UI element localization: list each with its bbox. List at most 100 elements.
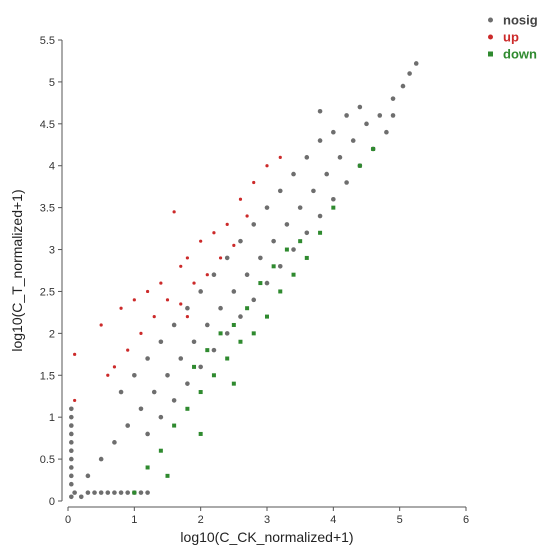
nosig-point-38 xyxy=(284,222,290,227)
up-point-24 xyxy=(218,256,223,260)
nosig-point-68 xyxy=(317,108,323,114)
nosig-point-8 xyxy=(118,490,124,495)
down-point-4 xyxy=(185,406,190,411)
up-point-16 xyxy=(278,155,282,159)
down-point-19 xyxy=(205,348,210,353)
down-point-9 xyxy=(251,331,256,336)
y-tick-label-8: 4 xyxy=(49,161,55,173)
nosig-point-73 xyxy=(185,381,190,386)
nosig-point-16 xyxy=(69,456,74,462)
nosig-point-3 xyxy=(85,490,91,495)
y-tick-label-3: 1.5 xyxy=(40,370,55,382)
up-point-14 xyxy=(252,180,256,185)
nosig-point-9 xyxy=(125,490,130,495)
nosig-point-17 xyxy=(69,448,74,454)
nosig-point-44 xyxy=(364,121,369,127)
nosig-point-50 xyxy=(118,389,124,395)
down-point-24 xyxy=(271,264,276,269)
up-point-4 xyxy=(132,298,136,302)
nosig-point-30 xyxy=(178,356,184,361)
nosig-point-52 xyxy=(145,356,150,361)
y-tick-label-9: 4.5 xyxy=(40,119,55,131)
down-point-17 xyxy=(371,146,376,151)
y-tick-label-7: 3.5 xyxy=(40,203,55,215)
up-point-10 xyxy=(199,239,203,243)
down-point-22 xyxy=(245,306,250,311)
down-point-29 xyxy=(231,381,236,386)
down-point-3 xyxy=(172,423,177,428)
nosig-point-48 xyxy=(407,71,412,76)
up-point-22 xyxy=(192,281,196,285)
nosig-point-64 xyxy=(304,155,310,160)
nosig-point-37 xyxy=(271,238,276,244)
y-tick-label-5: 2.5 xyxy=(40,286,55,298)
y-tick-label-1: 0.5 xyxy=(40,454,55,466)
up-point-15 xyxy=(265,164,269,168)
nosig-point-58 xyxy=(224,255,230,261)
x-tick-label-3: 3 xyxy=(264,514,270,526)
up-point-1 xyxy=(73,398,77,403)
nosig-point-62 xyxy=(277,188,283,194)
down-point-13 xyxy=(304,255,309,260)
nosig-point-15 xyxy=(69,465,74,470)
up-point-21 xyxy=(179,302,183,306)
nosig-point-22 xyxy=(69,406,74,412)
nosig-point-36 xyxy=(258,255,263,261)
down-point-16 xyxy=(357,163,362,168)
nosig-point-40 xyxy=(311,188,316,194)
nosig-point-41 xyxy=(324,171,330,177)
nosig-point-60 xyxy=(251,222,257,227)
x-tick-label-6: 6 xyxy=(463,514,469,526)
nosig-point-23 xyxy=(85,473,91,479)
nosig-point-46 xyxy=(390,96,396,101)
down-point-6 xyxy=(211,373,216,378)
nosig-point-45 xyxy=(377,113,383,118)
nosig-point-2 xyxy=(78,494,84,500)
nosig-point-25 xyxy=(112,440,117,445)
up-point-25 xyxy=(232,243,236,247)
down-point-14 xyxy=(318,230,323,235)
up-point-28 xyxy=(112,365,117,369)
down-point-20 xyxy=(218,331,223,336)
nosig-point-78 xyxy=(251,297,257,303)
y-tick-label-6: 3 xyxy=(49,245,55,257)
up-point-13 xyxy=(238,197,243,201)
down-point-15 xyxy=(331,205,336,210)
down-point-0 xyxy=(132,490,137,495)
points-layer xyxy=(69,61,419,500)
nosig-point-61 xyxy=(264,205,270,210)
nosig-point-31 xyxy=(191,339,197,345)
nosig-point-53 xyxy=(158,339,164,345)
x-tick-label-0: 0 xyxy=(65,514,71,526)
y-tick-label-10: 5 xyxy=(49,77,55,89)
up-point-27 xyxy=(106,373,110,377)
x-tick-label-5: 5 xyxy=(397,514,403,526)
y-tick-label-2: 1 xyxy=(49,412,55,424)
nosig-point-85 xyxy=(344,180,349,185)
down-point-26 xyxy=(298,239,303,244)
nosig-point-59 xyxy=(238,238,243,244)
nosig-point-24 xyxy=(98,456,104,462)
y-tick-label-0: 0 xyxy=(49,496,55,508)
nosig-point-14 xyxy=(69,473,74,479)
nosig-point-20 xyxy=(69,423,74,428)
nosig-point-82 xyxy=(304,230,310,236)
up-point-5 xyxy=(146,289,150,294)
up-point-23 xyxy=(205,273,209,277)
nosig-point-81 xyxy=(291,247,296,252)
up-point-20 xyxy=(165,298,170,302)
down-point-27 xyxy=(165,473,170,478)
nosig-point-83 xyxy=(317,213,323,219)
nosig-point-54 xyxy=(171,322,177,328)
legend-label-down: down xyxy=(503,47,537,62)
nosig-point-55 xyxy=(185,305,190,311)
down-point-21 xyxy=(231,322,236,327)
nosig-point-26 xyxy=(125,423,130,428)
nosig-point-28 xyxy=(151,389,157,395)
legend-marker-nosig xyxy=(488,17,493,23)
nosig-point-34 xyxy=(231,289,237,294)
nosig-point-65 xyxy=(317,138,323,143)
up-point-29 xyxy=(185,315,189,319)
y-tick-label-4: 2 xyxy=(49,328,55,340)
nosig-point-47 xyxy=(400,83,406,89)
